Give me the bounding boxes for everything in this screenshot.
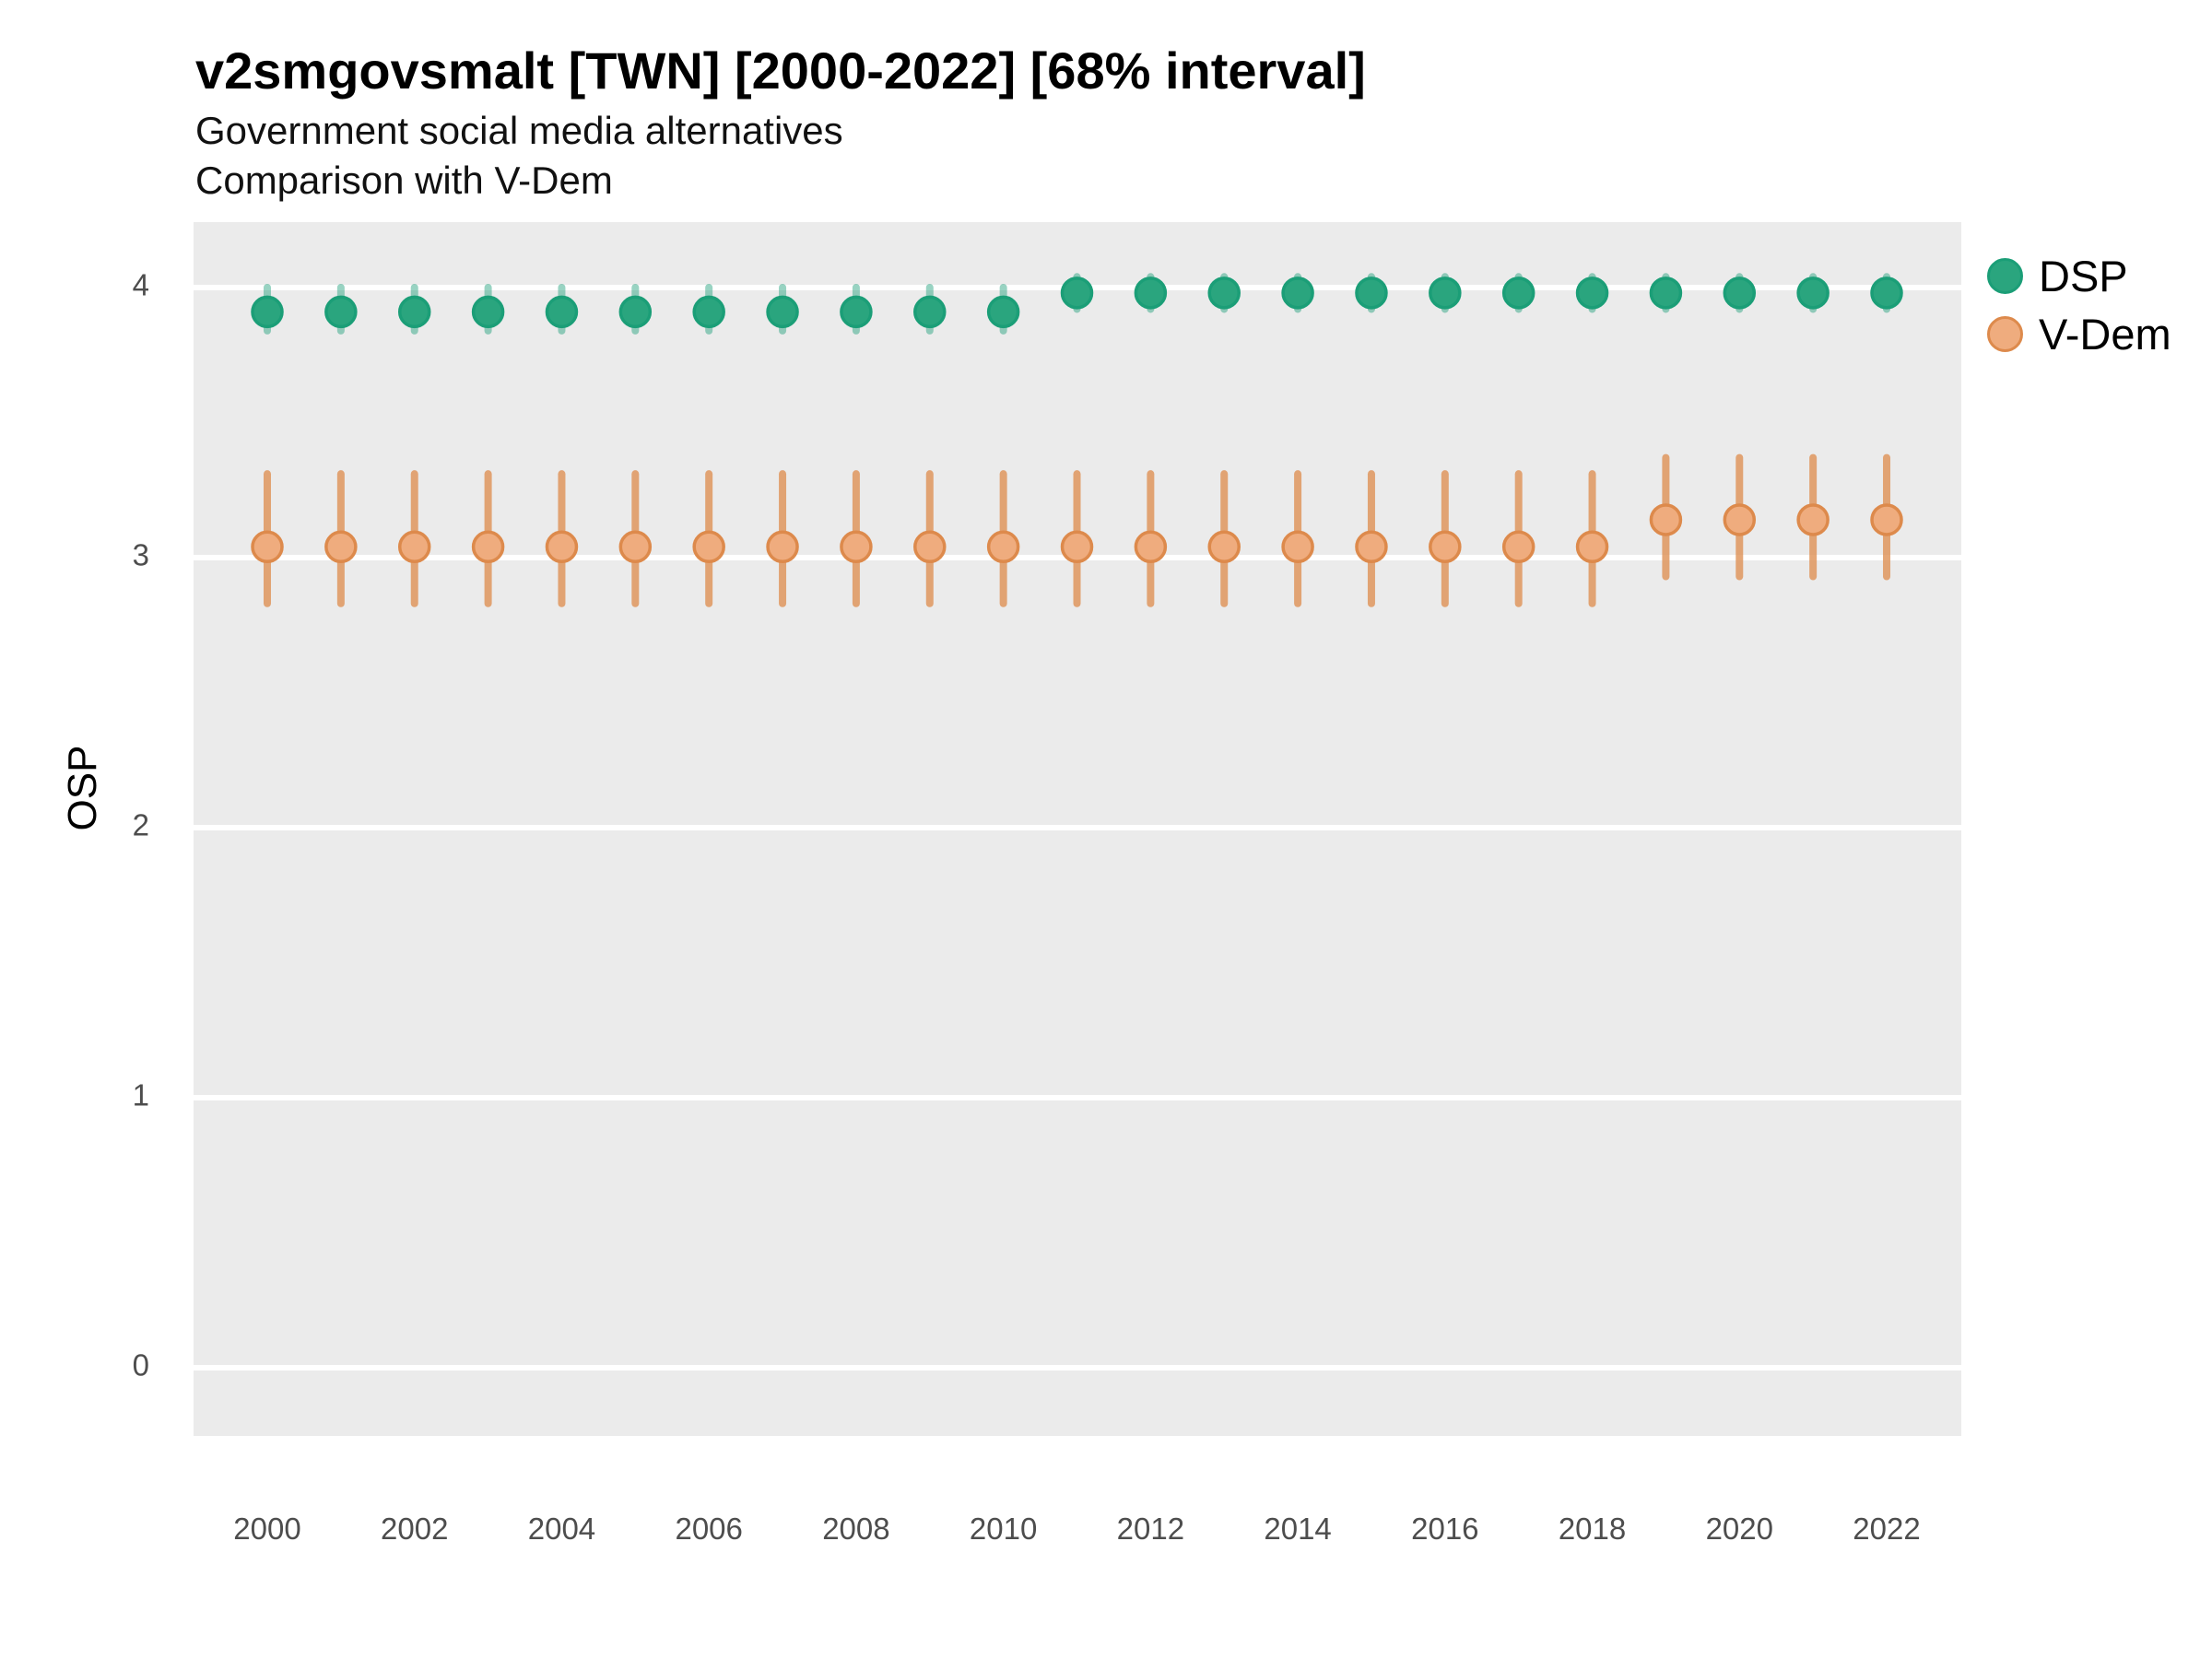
data-point-vdem-2004 (545, 530, 579, 564)
data-point-dsp-2000 (251, 295, 284, 329)
data-point-vdem-2011 (1060, 530, 1094, 564)
data-point-dsp-2022 (1870, 276, 1903, 310)
data-point-dsp-2008 (840, 295, 873, 329)
y-tick-label-3: 3 (133, 538, 149, 572)
data-point-dsp-2018 (1575, 276, 1609, 310)
data-point-vdem-2015 (1355, 530, 1388, 564)
legend-item-dsp: DSP (1987, 247, 2171, 305)
data-point-dsp-2014 (1281, 276, 1314, 310)
data-point-vdem-2007 (766, 530, 799, 564)
data-point-vdem-2003 (471, 530, 505, 564)
data-point-dsp-2002 (397, 295, 431, 329)
data-point-dsp-2003 (471, 295, 505, 329)
data-point-dsp-2001 (324, 295, 358, 329)
data-point-vdem-2000 (251, 530, 284, 564)
x-tick-label-2012: 2012 (1117, 1512, 1184, 1546)
data-point-vdem-2002 (397, 530, 431, 564)
data-point-dsp-2017 (1501, 276, 1535, 310)
data-point-dsp-2021 (1796, 276, 1830, 310)
data-point-dsp-2006 (692, 295, 725, 329)
x-tick-label-2014: 2014 (1264, 1512, 1331, 1546)
y-axis-title: OSP (60, 745, 105, 831)
data-point-vdem-2013 (1207, 530, 1241, 564)
legend: DSP V-Dem (1987, 247, 2171, 363)
chart-title: v2smgovsmalt [TWN] [2000-2022] [68% inte… (195, 41, 1366, 100)
data-point-vdem-2021 (1796, 503, 1830, 536)
data-point-dsp-2013 (1207, 276, 1241, 310)
x-tick-label-2010: 2010 (970, 1512, 1037, 1546)
x-tick-label-2008: 2008 (822, 1512, 889, 1546)
legend-item-vdem: V-Dem (1987, 305, 2171, 363)
data-point-dsp-2004 (545, 295, 579, 329)
chart-subtitle-2: Comparison with V-Dem (195, 159, 613, 202)
x-tick-label-2004: 2004 (528, 1512, 595, 1546)
data-point-vdem-2009 (913, 530, 947, 564)
data-point-vdem-2008 (840, 530, 873, 564)
data-point-dsp-2011 (1060, 276, 1094, 310)
data-point-dsp-2016 (1429, 276, 1462, 310)
legend-swatch-dsp-icon (1987, 258, 2023, 294)
data-point-vdem-2001 (324, 530, 358, 564)
data-point-dsp-2012 (1134, 276, 1168, 310)
x-tick-label-2006: 2006 (675, 1512, 742, 1546)
y-tick-label-4: 4 (133, 268, 149, 302)
data-point-dsp-2007 (766, 295, 799, 329)
data-point-dsp-2020 (1723, 276, 1757, 310)
chart-subtitle-1: Government social media alternatives (195, 109, 843, 152)
data-point-vdem-2018 (1575, 530, 1609, 564)
data-point-vdem-2005 (618, 530, 653, 564)
y-tick-label-0: 0 (133, 1348, 149, 1382)
data-point-dsp-2010 (986, 295, 1020, 329)
legend-label-dsp: DSP (2039, 252, 2128, 300)
data-point-dsp-2005 (618, 295, 653, 329)
x-tick-label-2016: 2016 (1411, 1512, 1478, 1546)
y-tick-label-1: 1 (133, 1078, 149, 1112)
data-point-dsp-2015 (1355, 276, 1388, 310)
data-point-vdem-2010 (986, 530, 1020, 564)
x-tick-label-2020: 2020 (1706, 1512, 1773, 1546)
data-point-vdem-2014 (1281, 530, 1314, 564)
x-tick-label-2022: 2022 (1853, 1512, 1920, 1546)
data-point-vdem-2019 (1649, 503, 1683, 536)
legend-swatch-vdem-icon (1987, 316, 2023, 352)
legend-label-vdem: V-Dem (2039, 310, 2171, 359)
data-point-vdem-2020 (1723, 503, 1757, 536)
x-tick-label-2002: 2002 (381, 1512, 448, 1546)
x-tick-label-2000: 2000 (233, 1512, 300, 1546)
data-point-vdem-2017 (1501, 530, 1535, 564)
data-point-vdem-2012 (1134, 530, 1168, 564)
data-point-dsp-2019 (1649, 276, 1683, 310)
y-tick-label-2: 2 (133, 808, 149, 842)
data-point-vdem-2022 (1870, 503, 1903, 536)
data-point-vdem-2006 (692, 530, 725, 564)
data-point-vdem-2016 (1429, 530, 1462, 564)
data-point-dsp-2009 (913, 295, 947, 329)
x-tick-label-2018: 2018 (1559, 1512, 1626, 1546)
